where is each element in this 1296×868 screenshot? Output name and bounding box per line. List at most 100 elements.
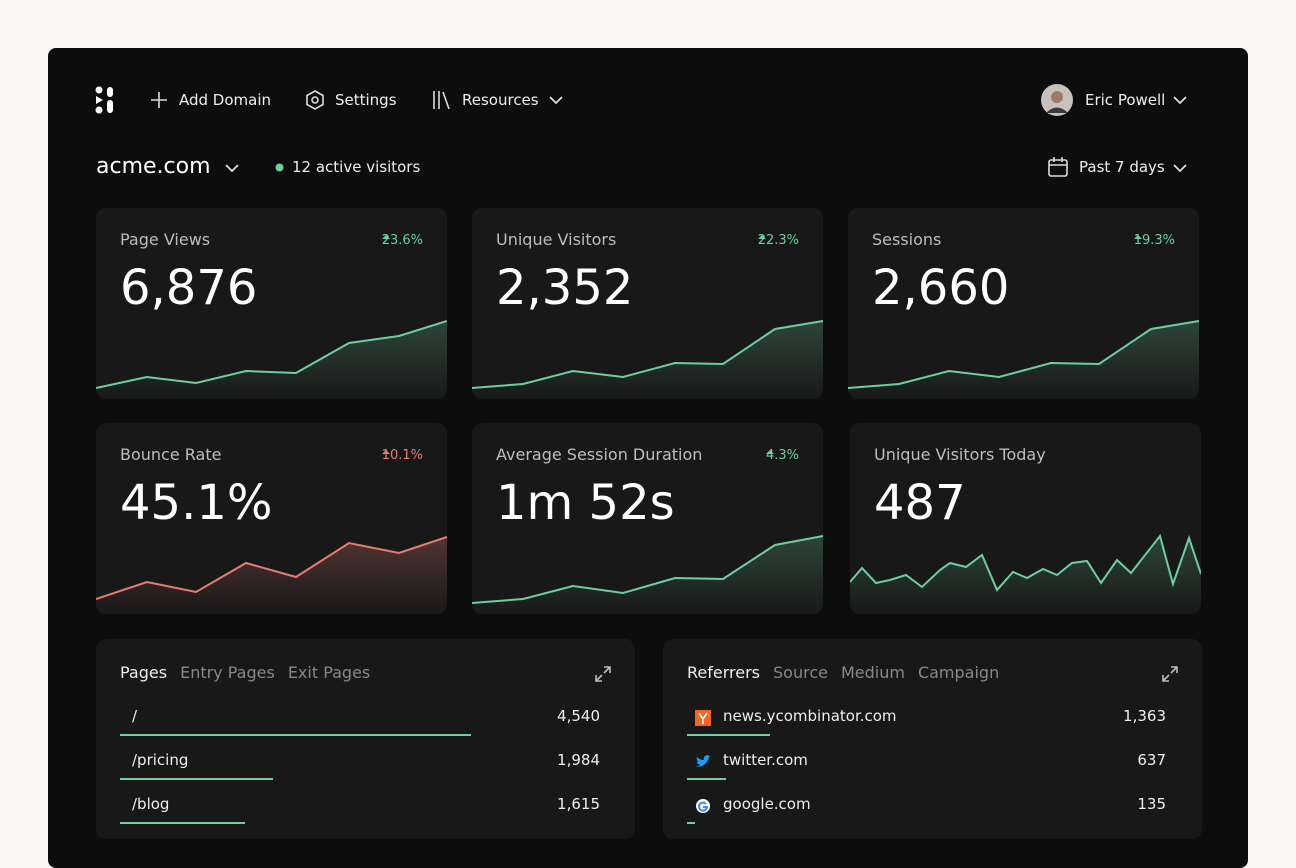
sparkline-line: [96, 320, 447, 389]
metric-value: 6,876: [120, 260, 258, 316]
arrow: [381, 450, 390, 454]
arrow: [381, 235, 390, 239]
live-dot: [275, 163, 284, 172]
sparkline: [96, 536, 447, 614]
domain-select[interactable]: acme.com: [96, 154, 211, 179]
chevron: [1173, 164, 1187, 173]
row-count: 637: [1137, 751, 1166, 769]
metric-value: 1m 52s: [496, 475, 675, 531]
change-value: 19.3%: [1133, 233, 1175, 248]
expand-icon[interactable]: [595, 666, 611, 682]
user-name[interactable]: Eric Powell: [1085, 91, 1166, 109]
metric-card: Page Views 6,876 23.6%: [96, 208, 447, 399]
metric-card: Average Session Duration 1m 52s 4.3%: [472, 423, 823, 614]
sparkline-area: [848, 321, 1199, 399]
metric-label: Page Views: [120, 230, 211, 249]
change-value: 4.3%: [765, 448, 799, 463]
up-arrow: [381, 450, 390, 454]
up-arrow: [765, 450, 774, 454]
sparkline: [472, 320, 823, 399]
tab[interactable]: Medium: [840, 663, 905, 682]
avatar[interactable]: [1041, 84, 1073, 116]
sparkline-line: [472, 320, 823, 389]
row-bar: [120, 778, 274, 780]
g: [698, 801, 709, 812]
sparkline: [96, 320, 447, 399]
metric-card: Bounce Rate 45.1% 10.1%: [96, 423, 447, 614]
metric-change: 23.6%: [381, 233, 423, 248]
tab[interactable]: Source: [773, 663, 828, 682]
plus-icon: [151, 92, 167, 108]
up-arrow: [1133, 235, 1142, 239]
metric-change: 10.1%: [381, 448, 423, 463]
page: Add Domain Settings Resources Eric Powel…: [48, 48, 1248, 868]
arrow: [1133, 235, 1142, 239]
chevron: [1173, 96, 1187, 105]
metric-label: Bounce Rate: [120, 445, 222, 464]
logo[interactable]: [94, 84, 118, 116]
sparkline-area: [472, 536, 823, 614]
bird: [696, 755, 711, 767]
metric-label: Unique Visitors Today: [874, 445, 1046, 464]
sparkline-area: [850, 536, 1201, 614]
tab[interactable]: Pages: [120, 663, 168, 682]
chevron: [549, 96, 563, 105]
active-visitors: 12 active visitors: [292, 158, 421, 176]
metric-label: Unique Visitors: [496, 230, 617, 249]
row-count: 1,615: [557, 795, 600, 813]
sparkline-line: [472, 535, 823, 604]
row-bar: [687, 734, 770, 736]
metric-change: 19.3%: [1133, 233, 1175, 248]
site-icon: [696, 755, 711, 767]
sparkline: [848, 320, 1199, 399]
calendar-icon: [1048, 157, 1068, 177]
change-value: 22.3%: [757, 233, 799, 248]
arrow: [757, 235, 766, 239]
change-value: 23.6%: [381, 233, 423, 248]
referrers-panel: Referrers Source Medium Campaign news.ycombi…: [663, 639, 1202, 839]
metric-card: Unique Visitors 2,352 22.3%: [472, 208, 823, 399]
sparkline-line: [96, 536, 447, 600]
row-name: news.ycombinator.com: [723, 707, 897, 725]
sparkline-area: [472, 321, 823, 399]
up-arrow: [381, 235, 390, 239]
row-bar: [687, 822, 696, 824]
resources[interactable]: Resources: [462, 91, 539, 109]
metric-value: 487: [874, 475, 966, 531]
sparkline-line: [848, 320, 1199, 389]
row-count: 1,984: [557, 751, 600, 769]
up-arrow: [757, 235, 766, 239]
row-count: 4,540: [557, 707, 600, 725]
settings[interactable]: Settings: [335, 91, 397, 109]
y: [698, 712, 708, 724]
row-count: 1,363: [1123, 707, 1166, 725]
tab[interactable]: Exit Pages: [287, 663, 371, 682]
tab[interactable]: Campaign: [917, 663, 1000, 682]
metric-change: 4.3%: [765, 448, 799, 463]
chevron: [225, 164, 239, 173]
sparkline-line: [850, 533, 1201, 592]
metric-label: Sessions: [872, 230, 942, 249]
site-icon: [695, 710, 711, 726]
row-count: 135: [1137, 795, 1166, 813]
tab[interactable]: Referrers: [687, 663, 760, 682]
settings-icon: [306, 90, 324, 110]
site-icon: [696, 799, 710, 813]
expand-icon[interactable]: [1162, 666, 1178, 682]
sparkline-area: [96, 537, 447, 614]
row-name: google.com: [723, 795, 811, 813]
metric-card: Sessions 2,660 19.3%: [848, 208, 1199, 399]
row-name: /blog: [132, 795, 170, 813]
row-bar: [687, 778, 726, 780]
metric-label: Average Session Duration: [496, 445, 703, 464]
row-name: /pricing: [132, 751, 189, 769]
row-name: twitter.com: [723, 751, 808, 769]
add-domain[interactable]: Add Domain: [179, 91, 272, 109]
metric-value: 2,660: [872, 260, 1010, 316]
date-range[interactable]: Past 7 days: [1079, 158, 1165, 176]
row-name: /: [132, 707, 138, 725]
row-bar: [120, 822, 245, 824]
tab[interactable]: Entry Pages: [180, 663, 275, 682]
row-bar: [120, 734, 472, 736]
arrows: [1162, 666, 1178, 682]
